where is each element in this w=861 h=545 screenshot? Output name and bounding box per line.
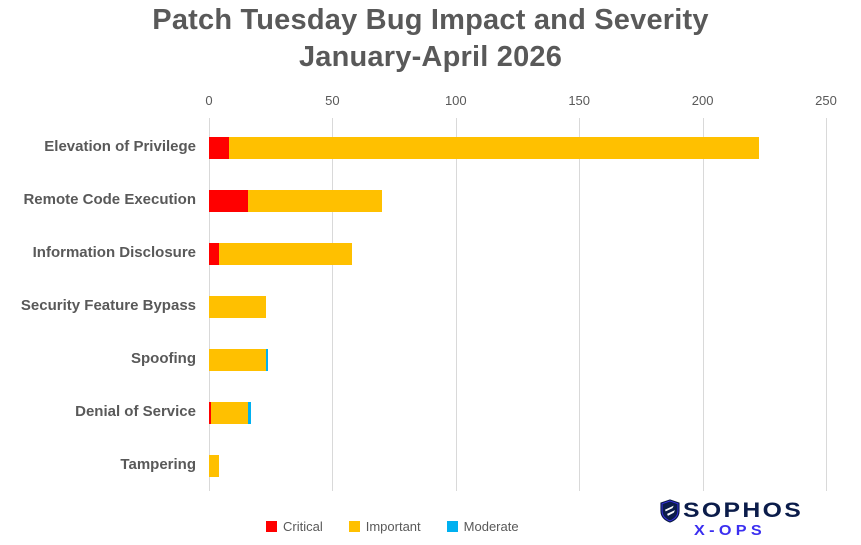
chart-title: Patch Tuesday Bug Impact and Severity Ja…	[0, 2, 861, 76]
x-tick-label: 150	[568, 93, 591, 108]
x-tick-label: 100	[444, 93, 467, 108]
legend-item-critical: Critical	[266, 519, 323, 534]
bar-segment-important	[228, 136, 760, 159]
category-label: Spoofing	[131, 350, 196, 368]
bar-segment-critical	[209, 402, 212, 425]
chart-legend: Critical Important Moderate	[266, 519, 519, 534]
bar-segment-moderate	[265, 349, 269, 372]
bar-segment-critical	[209, 242, 219, 265]
category-label: Remote Code Execution	[23, 190, 196, 208]
x-tick-label: 50	[325, 93, 340, 108]
gridline-x-100	[455, 118, 457, 491]
sophos-wordmark: SOPHOS	[683, 499, 804, 522]
legend-label: Important	[365, 519, 421, 534]
x-tick-label: 250	[815, 93, 837, 108]
bar-segment-important	[209, 296, 266, 318]
legend-label: Moderate	[463, 519, 519, 534]
legend-swatch-icon	[446, 521, 458, 532]
legend-item-important: Important	[348, 519, 421, 534]
chart-title-line2: January-April 2026	[298, 41, 563, 73]
sophos-shield-icon	[660, 499, 680, 523]
bar-segment-important	[211, 402, 249, 425]
xops-wordmark: X-OPS	[694, 522, 767, 539]
category-label: Information Disclosure	[32, 243, 196, 261]
bar-segment-critical	[209, 136, 229, 159]
bar-segment-important	[218, 242, 353, 265]
x-tick-label: 0	[205, 93, 213, 108]
legend-label: Critical	[283, 519, 323, 534]
x-tick-label: 200	[691, 93, 714, 108]
legend-swatch-icon	[266, 521, 277, 532]
legend-item-moderate: Moderate	[446, 519, 519, 534]
legend-swatch-icon	[348, 521, 360, 532]
bar-segment-important	[248, 189, 382, 212]
chart-title-line1: Patch Tuesday Bug Impact and Severity	[152, 4, 709, 36]
category-label: Security Feature Bypass	[20, 297, 196, 314]
gridline-x-200	[702, 118, 704, 491]
gridline-x-250	[826, 118, 827, 491]
gridline-x-50	[332, 118, 334, 491]
bar-segment-moderate	[248, 402, 251, 425]
category-label: Elevation of Privilege	[44, 137, 196, 155]
bar-segment-critical	[209, 189, 249, 212]
sophos-xops-logo: SOPHOS X-OPS	[660, 498, 845, 539]
sophos-logo-row: SOPHOS	[660, 498, 845, 524]
bar-segment-important	[209, 455, 219, 478]
gridline-x-150	[579, 118, 581, 491]
bar-segment-important	[209, 349, 266, 372]
category-label: Denial of Service	[75, 403, 196, 421]
category-label: Tampering	[120, 456, 196, 474]
